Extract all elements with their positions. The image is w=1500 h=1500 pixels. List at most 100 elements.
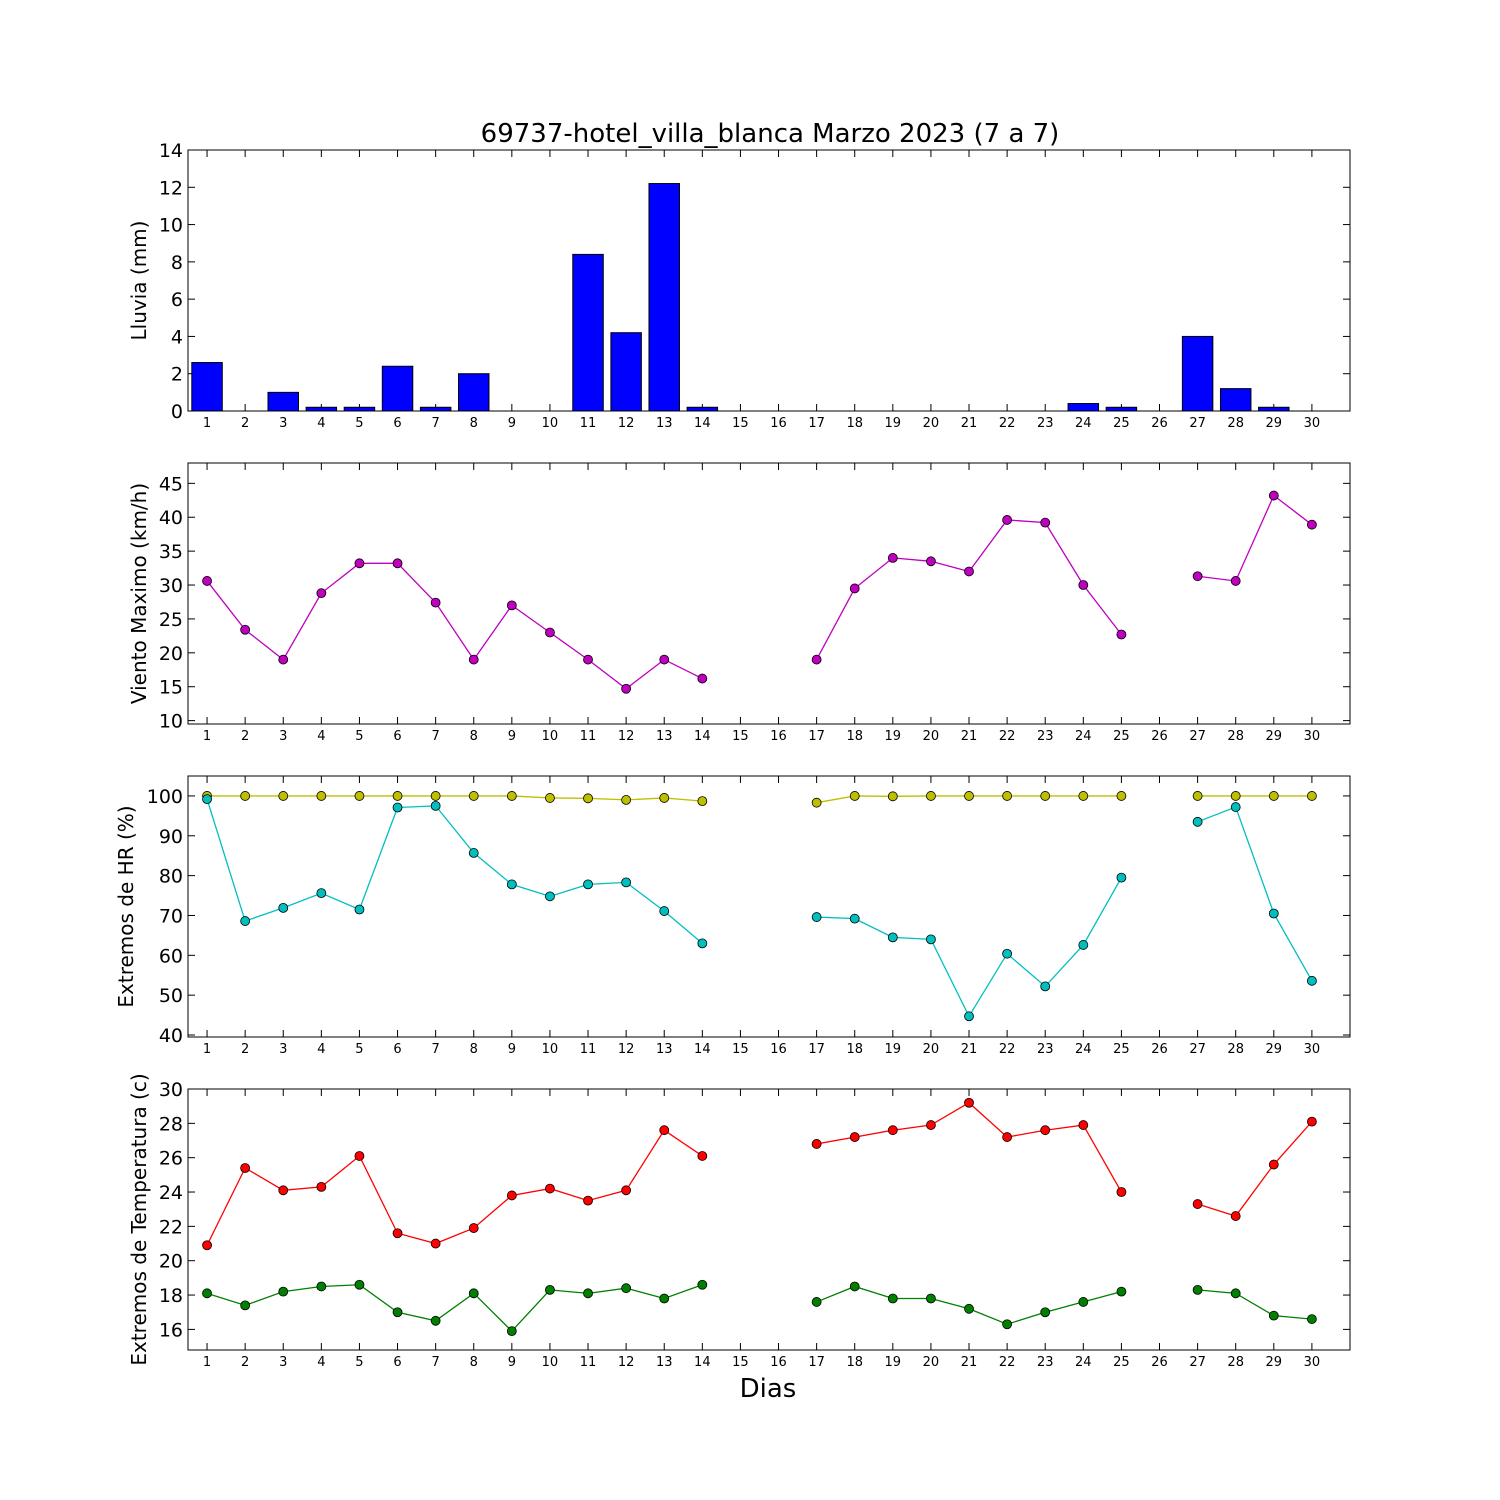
x-tick-label: 28 (1227, 1355, 1244, 1370)
y-tick-label: 15 (159, 677, 183, 699)
temperature-series-1 (202, 1097, 1317, 1251)
humidity-series-1 (202, 791, 1317, 808)
x-tick-label: 3 (279, 1355, 287, 1370)
data-point (316, 588, 327, 599)
x-tick-label: 25 (1113, 1042, 1130, 1057)
x-tick-label: 17 (808, 1042, 825, 1057)
data-point (1230, 791, 1241, 801)
data-point (1268, 791, 1279, 801)
data-point (964, 791, 974, 801)
x-tick-label: 20 (923, 1355, 940, 1370)
data-point (202, 1288, 212, 1299)
y-tick-label: 10 (159, 215, 183, 237)
x-tick-label: 19 (885, 1042, 902, 1057)
data-point (1040, 981, 1051, 992)
bar (1181, 335, 1214, 412)
data-point (964, 566, 974, 577)
data-point (926, 791, 936, 801)
data-point (240, 1300, 251, 1311)
x-tick-label: 24 (1075, 1355, 1092, 1370)
y-tick-label: 30 (159, 1079, 183, 1101)
x-tick-label: 7 (431, 416, 439, 431)
x-tick-label: 15 (732, 1355, 749, 1370)
data-point (1192, 1199, 1203, 1209)
data-point (887, 553, 898, 563)
data-point (811, 1139, 822, 1149)
x-tick-label: 15 (732, 729, 749, 744)
y-tick-label: 8 (171, 252, 183, 274)
data-point (583, 1288, 593, 1299)
data-point (354, 1279, 365, 1290)
data-point (659, 654, 670, 665)
data-point (1116, 629, 1127, 640)
x-tick-label: 13 (656, 729, 673, 744)
data-point (1078, 791, 1089, 801)
x-tick-label: 12 (618, 1355, 635, 1370)
data-point (811, 912, 822, 922)
data-point (1002, 1132, 1013, 1142)
x-tick-label: 14 (694, 729, 711, 744)
bar (305, 406, 338, 412)
x-tick-label: 17 (808, 416, 825, 431)
data-point (1116, 1187, 1127, 1197)
x-tick-label: 27 (1189, 416, 1206, 431)
data-point (849, 1132, 860, 1142)
x-tick-label: 10 (542, 416, 559, 431)
x-tick-label: 24 (1075, 1042, 1092, 1057)
data-point (926, 556, 936, 567)
data-point (1230, 802, 1241, 812)
rain-axes-frame (187, 149, 1351, 412)
y-tick-label: 14 (159, 140, 183, 162)
x-tick-label: 14 (694, 1355, 711, 1370)
y-tick-label: 18 (159, 1285, 183, 1307)
data-point (278, 1286, 289, 1297)
x-tick-label: 29 (1266, 416, 1283, 431)
x-tick-label: 13 (656, 1355, 673, 1370)
data-point (697, 796, 708, 807)
x-tick-label: 19 (885, 416, 902, 431)
y-tick-label: 60 (159, 945, 183, 967)
series-line (1197, 494, 1313, 582)
bar (1258, 406, 1290, 412)
x-tick-label: 29 (1266, 1042, 1283, 1057)
y-tick-label: 25 (159, 609, 183, 631)
x-tick-label: 14 (694, 1042, 711, 1057)
series-line (206, 1284, 703, 1333)
x-tick-label: 18 (846, 416, 863, 431)
data-point (278, 654, 289, 665)
x-tick-label: 15 (732, 416, 749, 431)
x-tick-label: 8 (470, 416, 478, 431)
data-point (468, 791, 479, 801)
data-point (849, 1281, 860, 1292)
data-point (887, 791, 898, 802)
x-tick-label: 8 (470, 729, 478, 744)
y-tick-label: 10 (159, 711, 183, 733)
data-point (621, 1185, 632, 1196)
x-tick-label: 30 (1304, 729, 1321, 744)
x-tick-label: 29 (1266, 729, 1283, 744)
data-point (506, 600, 517, 611)
x-tick-label: 30 (1304, 1042, 1321, 1057)
x-axis-label: Dias (740, 1374, 797, 1404)
x-tick-label: 24 (1075, 729, 1092, 744)
y-tick-label: 20 (159, 643, 183, 665)
data-point (1192, 816, 1203, 827)
x-tick-label: 6 (393, 1042, 401, 1057)
x-tick-label: 1 (203, 729, 211, 744)
wind-series-1 (202, 490, 1317, 694)
x-tick-label: 8 (470, 1042, 478, 1057)
x-tick-label: 8 (470, 1355, 478, 1370)
x-tick-label: 29 (1266, 1355, 1283, 1370)
data-point (354, 558, 365, 569)
x-tick-label: 11 (580, 729, 597, 744)
x-tick-label: 22 (999, 729, 1016, 744)
x-tick-label: 30 (1304, 1355, 1321, 1370)
x-tick-label: 5 (355, 1042, 363, 1057)
x-tick-label: 14 (694, 416, 711, 431)
data-point (849, 913, 860, 924)
bar (648, 183, 680, 412)
